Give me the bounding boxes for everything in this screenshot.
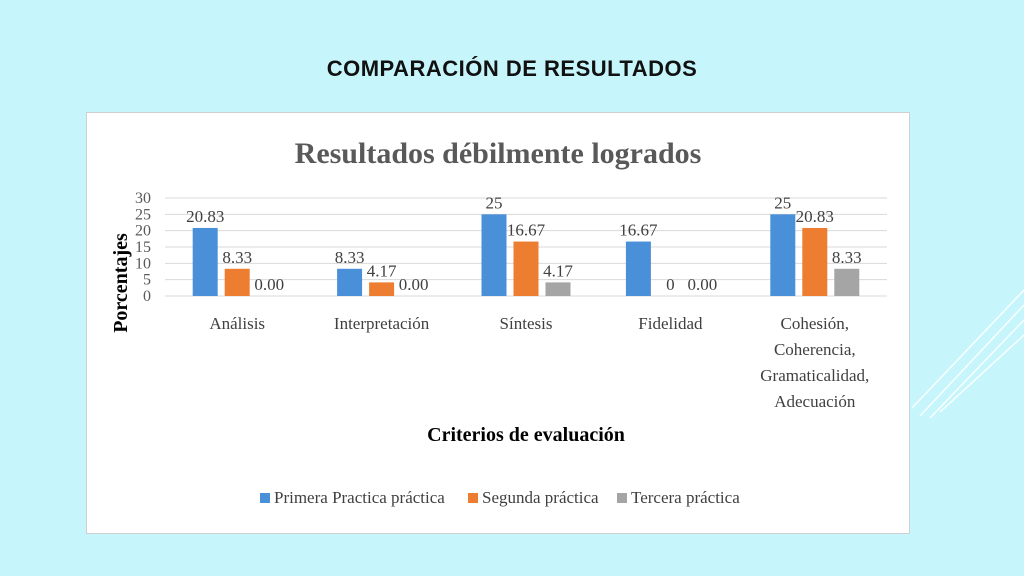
data-label: 8.33 <box>222 248 252 267</box>
legend-swatch <box>617 493 627 503</box>
legend: Primera Practica práctica Segunda práctic… <box>260 488 740 507</box>
legend-label: Primera Practica práctica <box>274 488 445 507</box>
bar <box>770 214 796 296</box>
data-label: 20.83 <box>186 207 224 226</box>
category-label: Adecuación <box>774 392 856 411</box>
bar <box>834 268 860 296</box>
chart-container: Resultados débilmente logrados Porcentaj… <box>86 112 910 534</box>
bar-chart: Resultados débilmente logrados Porcentaj… <box>110 137 887 507</box>
data-label: 25 <box>774 193 791 212</box>
legend-swatch <box>260 493 270 503</box>
bar <box>369 282 395 296</box>
y-tick-label: 10 <box>135 255 151 272</box>
category-label: Fidelidad <box>638 314 703 333</box>
data-label: 20.83 <box>796 207 834 226</box>
data-label: 0 <box>666 275 675 294</box>
category-label: Gramaticalidad, <box>760 366 869 385</box>
category-labels: Análisis Interpretación Síntesis Fidelidad C… <box>209 314 869 411</box>
category-label: Síntesis <box>500 314 553 333</box>
bar <box>337 268 363 296</box>
bar <box>224 268 250 296</box>
bar <box>481 214 507 296</box>
category-label: Análisis <box>209 314 265 333</box>
data-label: 16.67 <box>507 221 546 240</box>
data-label: 8.33 <box>832 248 862 267</box>
bar <box>513 241 539 296</box>
bars <box>192 214 860 296</box>
category-label: Coherencia, <box>774 340 856 359</box>
bar <box>625 241 651 296</box>
data-label: 16.67 <box>619 221 658 240</box>
y-tick-label: 15 <box>135 239 151 256</box>
y-tick-label: 0 <box>143 288 151 305</box>
y-tick-label: 25 <box>135 206 151 223</box>
y-tick-label: 5 <box>143 272 151 289</box>
x-axis-label: Criterios de evaluación <box>427 424 625 446</box>
data-label: 25 <box>486 193 503 212</box>
bar <box>545 282 571 296</box>
y-tick-label: 20 <box>135 223 151 240</box>
bar <box>192 227 218 296</box>
data-label: 0.00 <box>254 275 284 294</box>
y-tick-label: 30 <box>135 190 151 207</box>
data-label: 4.17 <box>367 261 397 280</box>
legend-label: Segunda práctica <box>482 488 599 507</box>
data-labels: 20.838.330.008.334.170.002516.674.1716.6… <box>186 193 862 294</box>
data-label: 0.00 <box>399 275 429 294</box>
chart-title: Resultados débilmente logrados <box>295 137 702 170</box>
category-label: Cohesión, <box>781 314 849 333</box>
data-label: 8.33 <box>335 248 365 267</box>
y-axis-label: Porcentajes <box>110 233 132 333</box>
slide-title: COMPARACIÓN DE RESULTADOS <box>326 56 698 81</box>
legend-swatch <box>468 493 478 503</box>
data-label: 0.00 <box>688 275 718 294</box>
data-label: 4.17 <box>543 261 573 280</box>
category-label: Interpretación <box>334 314 430 333</box>
legend-label: Tercera práctica <box>631 488 740 507</box>
bar <box>802 227 828 296</box>
